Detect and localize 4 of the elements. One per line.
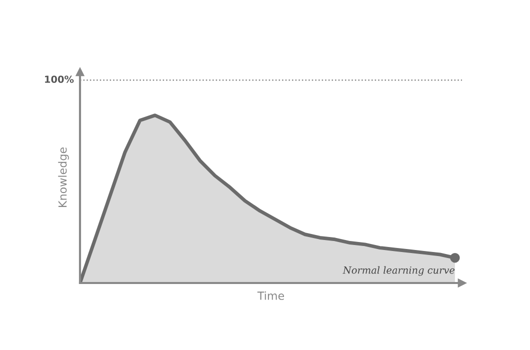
- x-axis-title: Time: [257, 291, 284, 300]
- y-axis-title: Knowledge: [58, 148, 69, 207]
- text: 100%: [45, 76, 74, 83]
- annotation: Normal learning curve: [342, 266, 455, 276]
